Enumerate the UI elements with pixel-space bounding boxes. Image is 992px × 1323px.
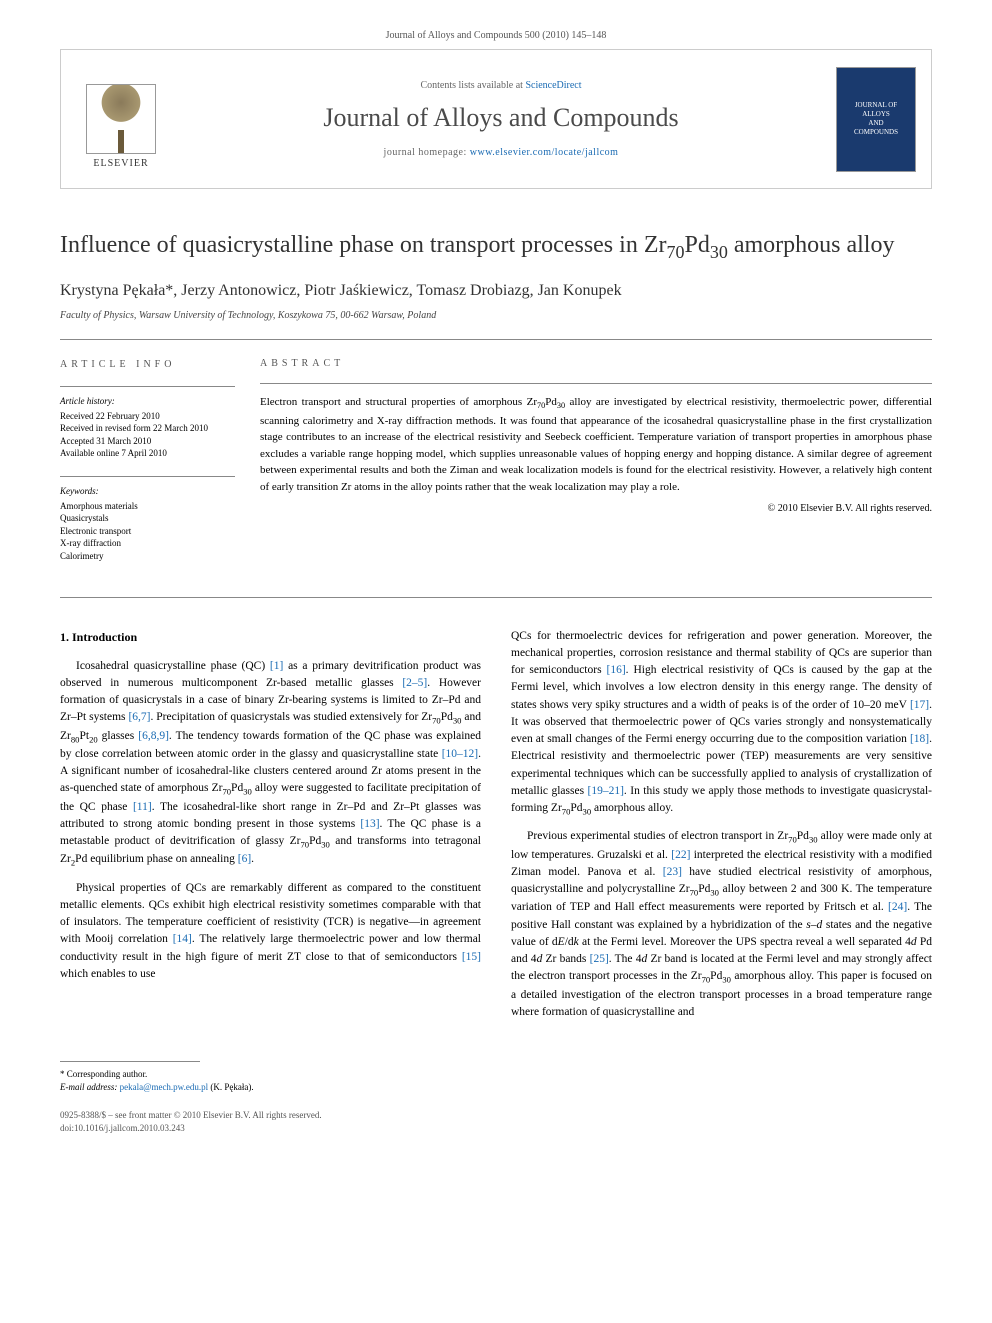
keywords-label: Keywords: <box>60 485 235 498</box>
body-column-right: QCs for thermoelectric devices for refri… <box>511 628 932 1031</box>
keywords-block: Keywords: Amorphous materials Quasicryst… <box>60 485 235 563</box>
history-label: Article history: <box>60 395 235 408</box>
info-rule <box>60 386 235 387</box>
cover-line: AND <box>868 119 883 128</box>
body-paragraph: Previous experimental studies of electro… <box>511 828 932 1021</box>
article-info-heading: ARTICLE INFO <box>60 358 235 372</box>
journal-banner: ELSEVIER Contents lists available at Sci… <box>60 49 932 189</box>
elsevier-tree-icon <box>86 84 156 154</box>
cover-line: ALLOYS <box>862 110 890 119</box>
authors-line: Krystyna Pękała*, Jerzy Antonowicz, Piot… <box>60 282 932 300</box>
issn-line: 0925-8388/$ – see front matter © 2010 El… <box>60 1109 932 1122</box>
footer: * Corresponding author. E-mail address: … <box>60 1061 932 1134</box>
abstract-column: ABSTRACT Electron transport and structur… <box>260 358 932 579</box>
corresponding-author: * Corresponding author. E-mail address: … <box>60 1068 932 1093</box>
abstract-text: Electron transport and structural proper… <box>260 394 932 495</box>
email-label: E-mail address: <box>60 1082 117 1092</box>
meta-abstract-row: ARTICLE INFO Article history: Received 2… <box>60 340 932 579</box>
section-title: Introduction <box>72 630 137 644</box>
elsevier-label: ELSEVIER <box>93 158 148 169</box>
history-accepted: Accepted 31 March 2010 <box>60 435 235 448</box>
keyword: Amorphous materials <box>60 500 235 513</box>
article-info-column: ARTICLE INFO Article history: Received 2… <box>60 358 260 579</box>
history-revised: Received in revised form 22 March 2010 <box>60 422 235 435</box>
affiliation: Faculty of Physics, Warsaw University of… <box>60 310 932 321</box>
history-received: Received 22 February 2010 <box>60 410 235 423</box>
banner-center: Contents lists available at ScienceDirec… <box>181 70 821 168</box>
contents-line: Contents lists available at ScienceDirec… <box>181 80 821 91</box>
keyword: Calorimetry <box>60 550 235 563</box>
abstract-copyright: © 2010 Elsevier B.V. All rights reserved… <box>260 503 932 514</box>
history-online: Available online 7 April 2010 <box>60 447 235 460</box>
running-head: Journal of Alloys and Compounds 500 (201… <box>0 0 992 49</box>
corresponding-label: * Corresponding author. <box>60 1068 932 1081</box>
keyword: X-ray diffraction <box>60 537 235 550</box>
body-columns: 1. Introduction Icosahedral quasicrystal… <box>60 598 932 1031</box>
keyword: Quasicrystals <box>60 512 235 525</box>
section-number: 1. <box>60 630 69 644</box>
contents-prefix: Contents lists available at <box>420 80 525 91</box>
footnote-rule <box>60 1061 200 1062</box>
body-paragraph: QCs for thermoelectric devices for refri… <box>511 628 932 819</box>
homepage-prefix: journal homepage: <box>384 147 470 158</box>
elsevier-logo: ELSEVIER <box>76 69 166 169</box>
email-link[interactable]: pekala@mech.pw.edu.pl <box>120 1082 208 1092</box>
body-column-left: 1. Introduction Icosahedral quasicrystal… <box>60 628 481 1031</box>
sciencedirect-link[interactable]: ScienceDirect <box>525 80 581 91</box>
email-line: E-mail address: pekala@mech.pw.edu.pl (K… <box>60 1081 932 1094</box>
journal-title: Journal of Alloys and Compounds <box>181 103 821 133</box>
homepage-line: journal homepage: www.elsevier.com/locat… <box>181 147 821 158</box>
article-title: Influence of quasicrystalline phase on t… <box>60 229 932 264</box>
cover-line: COMPOUNDS <box>854 128 898 137</box>
abstract-rule <box>260 383 932 384</box>
doi-block: 0925-8388/$ – see front matter © 2010 El… <box>60 1109 932 1134</box>
email-suffix: (K. Pękała). <box>210 1082 253 1092</box>
body-paragraph: Icosahedral quasicrystalline phase (QC) … <box>60 658 481 870</box>
abstract-heading: ABSTRACT <box>260 358 932 369</box>
body-paragraph: Physical properties of QCs are remarkabl… <box>60 880 481 984</box>
article-history: Article history: Received 22 February 20… <box>60 395 235 460</box>
doi-line: doi:10.1016/j.jallcom.2010.03.243 <box>60 1122 932 1135</box>
journal-cover-thumbnail: JOURNAL OF ALLOYS AND COMPOUNDS <box>836 67 916 172</box>
info-rule <box>60 476 235 477</box>
keyword: Electronic transport <box>60 525 235 538</box>
section-heading: 1. Introduction <box>60 628 481 646</box>
homepage-link[interactable]: www.elsevier.com/locate/jallcom <box>470 147 619 158</box>
cover-line: JOURNAL OF <box>855 101 897 110</box>
